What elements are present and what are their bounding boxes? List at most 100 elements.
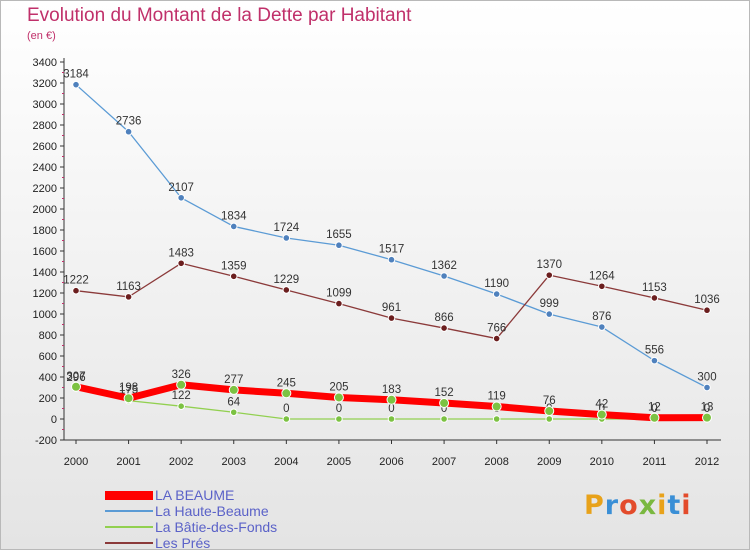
y-tick-label: 3200 — [33, 78, 57, 90]
data-label: 245 — [277, 377, 296, 389]
data-label: 0 — [704, 403, 710, 415]
data-label: 2107 — [168, 182, 194, 194]
y-tick-label: 2400 — [33, 162, 57, 174]
data-point — [544, 406, 555, 417]
data-point — [333, 392, 344, 403]
data-label: 0 — [388, 403, 394, 415]
data-point — [72, 80, 80, 89]
data-point — [229, 408, 238, 417]
data-point — [124, 293, 133, 301]
legend-swatch — [105, 542, 153, 544]
data-point — [596, 409, 607, 420]
y-tick-label: -200 — [35, 435, 57, 447]
data-label: 1153 — [642, 282, 667, 294]
data-label: 307 — [66, 371, 85, 383]
series-line — [75, 84, 708, 389]
y-tick-label: 2600 — [33, 141, 57, 153]
data-label: 876 — [592, 311, 611, 323]
logo-letter: i — [657, 490, 668, 521]
data-label: 0 — [651, 403, 657, 415]
data-label: 1036 — [694, 294, 720, 306]
data-label: 12 — [648, 402, 661, 414]
data-label: 1190 — [484, 278, 509, 290]
data-label: 76 — [543, 395, 556, 407]
data-label: 326 — [172, 369, 191, 381]
x-tick-label: 2000 — [64, 456, 88, 468]
x-tick-label: 2001 — [116, 456, 140, 468]
data-point — [703, 383, 711, 392]
data-label: 1724 — [274, 222, 300, 234]
y-tick-label: 0 — [51, 414, 57, 426]
data-label: 1229 — [274, 274, 300, 286]
data-point — [123, 393, 134, 404]
data-point — [335, 299, 343, 308]
x-tick-label: 2002 — [169, 456, 193, 468]
data-label: 0 — [441, 403, 447, 415]
data-point — [545, 310, 554, 318]
data-point — [545, 271, 554, 279]
logo-letter: o — [619, 490, 639, 521]
data-point — [598, 323, 606, 331]
data-point — [545, 415, 554, 423]
data-point — [282, 234, 291, 242]
data-label: 0 — [599, 403, 605, 415]
data-point — [282, 286, 291, 294]
data-point — [176, 379, 187, 390]
legend-label: LA BEAUME — [155, 487, 235, 503]
data-label: 1517 — [379, 244, 405, 256]
y-tick-label: 200 — [39, 393, 57, 405]
data-label: 296 — [66, 372, 85, 384]
data-label: 1655 — [326, 229, 352, 241]
data-point — [228, 384, 239, 395]
data-point — [386, 394, 397, 405]
data-point — [72, 286, 80, 295]
data-label: 205 — [329, 381, 348, 393]
data-point — [440, 272, 448, 280]
data-label: 1362 — [431, 260, 457, 272]
data-label: 1099 — [326, 288, 352, 300]
data-label: 0 — [283, 403, 289, 415]
data-label: 198 — [119, 382, 138, 394]
y-tick-label: 600 — [39, 351, 57, 363]
logo-letter: r — [604, 490, 620, 521]
x-tick-label: 2006 — [379, 456, 403, 468]
x-tick-label: 2008 — [484, 456, 508, 468]
data-point — [702, 412, 712, 423]
data-point — [598, 282, 606, 291]
x-tick-label: 2009 — [537, 456, 561, 468]
y-tick-label: 800 — [39, 330, 57, 342]
x-tick-label: 2005 — [327, 456, 351, 468]
data-label: 183 — [382, 384, 401, 396]
x-tick-label: 2012 — [695, 456, 719, 468]
x-tick-label: 2010 — [590, 456, 614, 468]
data-point — [177, 402, 185, 410]
x-tick-label: 2011 — [643, 456, 667, 468]
data-label: 1163 — [116, 281, 141, 293]
data-point — [650, 356, 659, 365]
data-point — [387, 314, 396, 322]
data-point — [387, 255, 396, 264]
data-label: 122 — [172, 390, 191, 402]
x-tick-label: 2007 — [432, 456, 456, 468]
legend-swatch — [105, 510, 153, 512]
y-tick-label: 1800 — [33, 225, 57, 237]
data-label: 1359 — [221, 260, 247, 272]
data-label: 13 — [701, 402, 714, 414]
data-label: 1483 — [168, 247, 194, 259]
data-point — [703, 306, 711, 315]
legend-label: La Haute-Beaume — [155, 503, 269, 519]
logo-letter: x — [638, 490, 658, 521]
data-point — [492, 290, 501, 298]
data-label: 1222 — [63, 275, 89, 287]
data-label: 766 — [487, 323, 506, 335]
y-tick-label: 2800 — [33, 120, 57, 132]
data-label: 152 — [434, 387, 453, 399]
data-point — [439, 398, 450, 409]
data-point — [177, 259, 185, 268]
data-label: 866 — [434, 312, 453, 324]
legend-label: Les Prés — [155, 535, 211, 551]
data-label: 1834 — [221, 210, 247, 222]
data-point — [282, 415, 291, 423]
legend-swatch — [105, 490, 153, 500]
